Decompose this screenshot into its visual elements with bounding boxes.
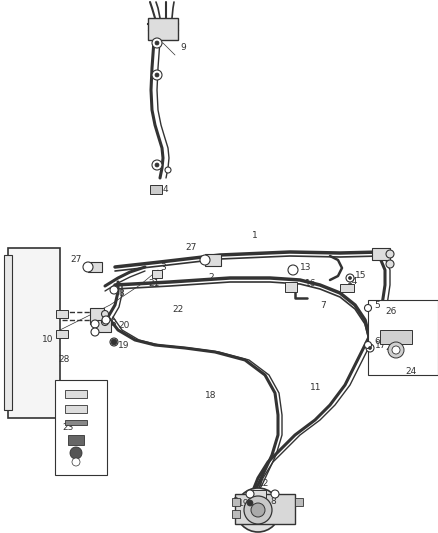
Bar [340, 284, 354, 292]
Circle shape [102, 319, 109, 326]
Circle shape [386, 250, 394, 258]
Bar [372, 248, 390, 260]
Text: 18: 18 [205, 391, 216, 400]
Bar [68, 435, 84, 445]
Bar [232, 510, 240, 518]
Circle shape [366, 344, 374, 352]
Circle shape [111, 339, 117, 345]
Text: 5: 5 [374, 301, 380, 310]
Circle shape [152, 160, 162, 170]
Circle shape [386, 260, 394, 268]
Text: 7: 7 [320, 301, 326, 310]
Text: 1: 1 [252, 230, 258, 239]
Circle shape [83, 262, 93, 272]
Bar [4, 255, 12, 410]
Text: 10: 10 [42, 335, 53, 344]
Text: 20: 20 [118, 320, 129, 329]
Text: 8: 8 [270, 497, 276, 506]
Bar [152, 270, 162, 278]
Circle shape [236, 488, 280, 532]
Text: 16: 16 [305, 279, 317, 287]
Text: 8: 8 [232, 497, 238, 506]
Bar [380, 330, 412, 344]
Bar [232, 498, 240, 506]
Bar [150, 185, 162, 194]
Circle shape [364, 304, 371, 311]
Bar [205, 254, 221, 266]
Text: 25: 25 [385, 343, 396, 352]
Bar [90, 308, 104, 324]
Bar [368, 300, 438, 375]
Circle shape [155, 73, 159, 77]
Circle shape [346, 274, 354, 282]
Bar [252, 490, 266, 498]
Text: 27: 27 [70, 255, 81, 264]
Circle shape [152, 38, 162, 48]
Circle shape [247, 500, 253, 506]
Text: 4: 4 [163, 185, 169, 195]
Circle shape [271, 490, 279, 498]
Bar [65, 390, 87, 398]
Text: 15: 15 [355, 271, 367, 279]
Circle shape [246, 490, 254, 498]
Text: 21: 21 [148, 279, 159, 287]
Circle shape [388, 342, 404, 358]
Bar [95, 320, 111, 332]
Text: 26: 26 [385, 308, 396, 317]
Text: 3: 3 [160, 263, 166, 272]
Circle shape [244, 496, 272, 524]
Bar [8, 248, 60, 418]
Text: 17: 17 [375, 341, 386, 350]
Text: 24: 24 [405, 367, 416, 376]
Bar [56, 310, 68, 318]
Circle shape [70, 447, 82, 459]
Text: 6: 6 [374, 337, 380, 346]
Circle shape [364, 342, 371, 349]
Circle shape [102, 316, 110, 324]
Bar [55, 380, 107, 475]
Text: 14: 14 [347, 278, 358, 287]
Text: 19: 19 [118, 341, 130, 350]
Text: 13: 13 [300, 263, 311, 272]
Text: 11: 11 [310, 384, 321, 392]
Text: 19: 19 [238, 498, 250, 507]
Text: 23: 23 [62, 424, 74, 432]
Text: 22: 22 [172, 305, 183, 314]
Circle shape [102, 311, 109, 318]
Bar [235, 494, 295, 524]
Circle shape [91, 320, 99, 328]
Bar [285, 282, 297, 292]
Circle shape [110, 286, 118, 294]
Circle shape [110, 338, 118, 346]
Text: 28: 28 [58, 356, 69, 365]
Text: 12: 12 [258, 480, 269, 489]
Bar [56, 330, 68, 338]
Text: 8: 8 [110, 319, 116, 327]
Bar [148, 18, 178, 40]
Circle shape [72, 458, 80, 466]
Text: 27: 27 [185, 244, 196, 253]
Circle shape [392, 346, 400, 354]
Text: 9: 9 [180, 44, 186, 52]
Circle shape [155, 163, 159, 167]
Circle shape [165, 167, 171, 173]
Circle shape [91, 328, 99, 336]
Circle shape [288, 265, 298, 275]
Bar [295, 498, 303, 506]
Bar [65, 420, 87, 425]
Circle shape [251, 503, 265, 517]
Circle shape [152, 70, 162, 80]
Bar [65, 405, 87, 413]
Circle shape [368, 346, 371, 350]
Text: 8: 8 [118, 288, 124, 297]
Bar [88, 262, 102, 272]
Text: 2: 2 [208, 273, 214, 282]
Circle shape [155, 41, 159, 45]
Circle shape [349, 277, 352, 279]
Circle shape [200, 255, 210, 265]
